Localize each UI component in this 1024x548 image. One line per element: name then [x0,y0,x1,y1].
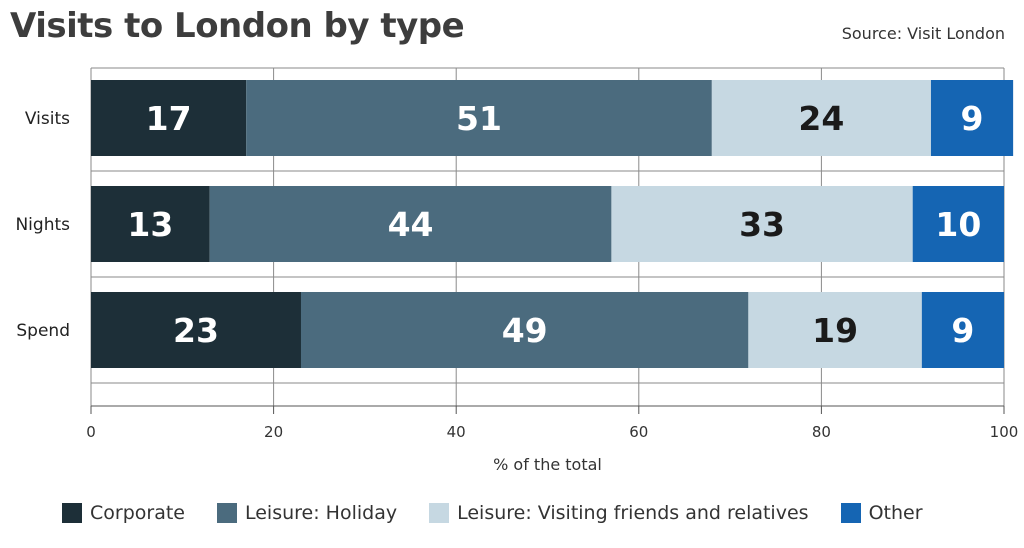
bar-spend-corporate [91,292,301,368]
x-axis-label: % of the total [493,455,602,474]
legend-item-other: Other [840,502,923,524]
x-tick-label-0: 0 [86,423,96,441]
bar-visits-leisure-visiting-friends-and-relatives [711,80,931,156]
chart-title: Visits to London by type [10,6,465,46]
legend-swatch-leisure-visiting-friends-and-relatives [429,503,450,523]
x-tick-label-80: 80 [812,423,831,441]
category-label-spend: Spend [16,321,70,341]
legend-swatch-other [840,503,861,523]
data-label-spend-corporate: 23 [173,311,219,350]
data-label-nights-leisure-visiting-friends-and-relatives: 33 [739,205,785,244]
legend-label-other: Other [868,502,923,524]
legend-label-leisure-holiday: Leisure: Holiday [244,502,398,524]
legend-label-corporate: Corporate [90,502,185,524]
category-label-visits: Visits [25,109,70,129]
data-label-visits-leisure-visiting-friends-and-relatives: 24 [798,99,844,138]
data-label-visits-other: 9 [961,99,984,138]
data-label-visits-corporate: 17 [146,99,192,138]
bar-visits-leisure-holiday [246,80,712,156]
bar-spend-leisure-holiday [300,292,749,368]
category-label-nights: Nights [15,215,70,235]
bar-spend-other [921,292,1004,368]
legend-item-leisure-holiday: Leisure: Holiday [216,502,398,524]
data-label-spend-leisure-visiting-friends-and-relatives: 19 [812,311,858,350]
chart-legend: Corporate Leisure: Holiday Leisure: Visiti… [62,502,923,524]
bar-nights-leisure-holiday [209,186,612,262]
legend-swatch-leisure-holiday [216,503,237,523]
legend-swatch-corporate [62,503,82,523]
data-label-nights-corporate: 13 [127,205,173,244]
bar-nights-corporate [91,186,210,262]
x-tick-label-20: 20 [264,423,283,441]
x-tick-label-40: 40 [447,423,466,441]
data-label-spend-leisure-holiday: 49 [502,311,548,350]
bar-nights-leisure-visiting-friends-and-relatives [611,186,913,262]
legend-label-leisure-visiting-friends-and-relatives: Leisure: Visiting friends and relatives [457,502,809,524]
data-label-nights-other: 10 [935,205,981,244]
data-label-spend-other: 9 [951,311,974,350]
data-label-nights-leisure-holiday: 44 [388,205,434,244]
legend-item-corporate: Corporate [62,502,185,524]
data-label-visits-leisure-holiday: 51 [456,99,502,138]
chart-source: Source: Visit London [841,24,1005,43]
bar-spend-leisure-visiting-friends-and-relatives [748,292,922,368]
bar-visits-other [930,80,1014,156]
x-tick-label-100: 100 [990,423,1019,441]
legend-item-leisure-visiting-friends-and-relatives: Leisure: Visiting friends and relatives [429,502,809,524]
x-tick-label-60: 60 [629,423,648,441]
bar-visits-corporate [91,80,247,156]
bar-nights-other [912,186,1004,262]
